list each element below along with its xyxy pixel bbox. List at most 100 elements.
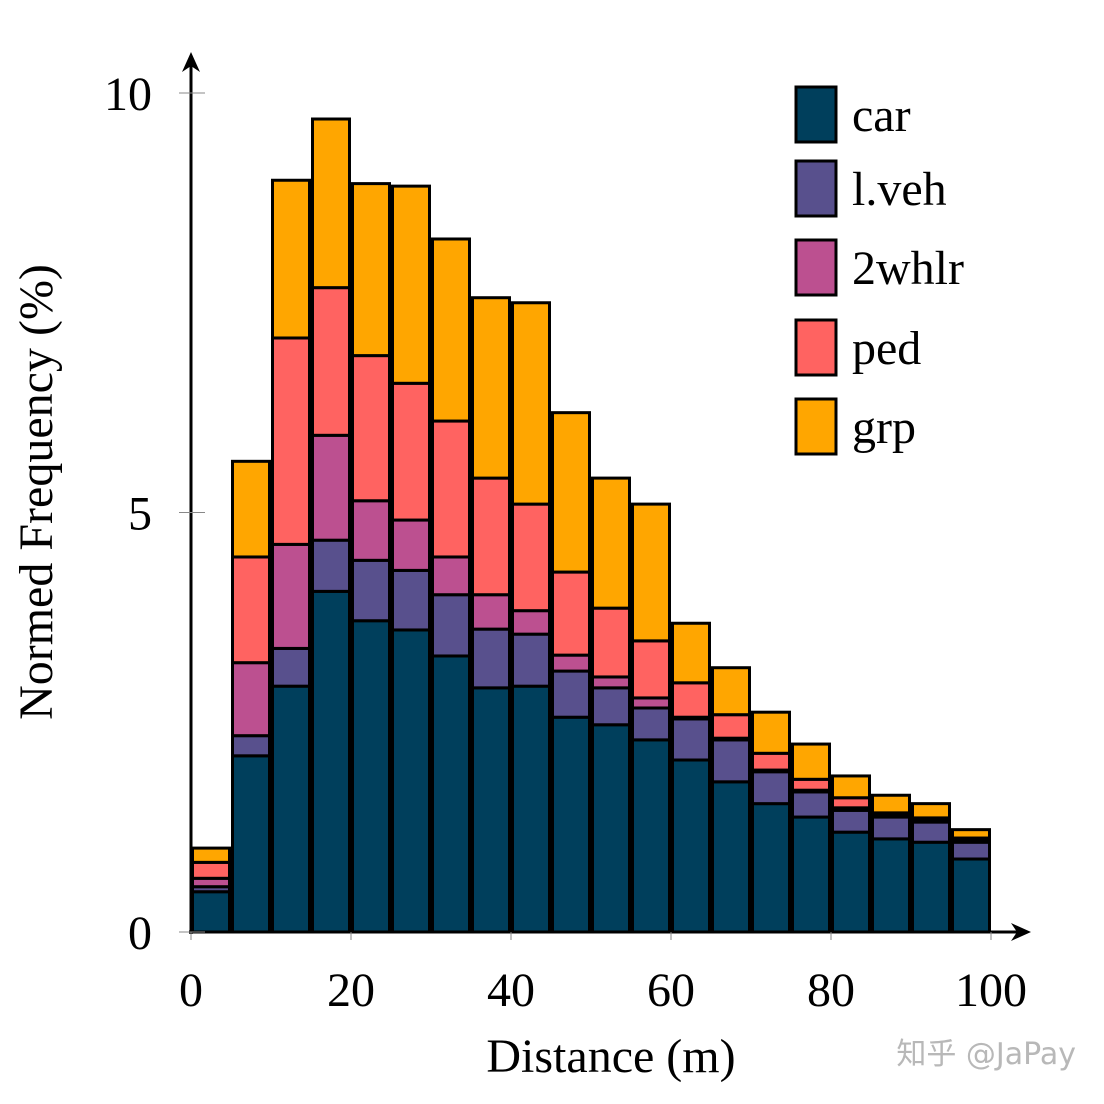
x-tick-label: 60 xyxy=(647,964,695,1017)
bar-lveh-bin-35 xyxy=(471,627,511,690)
bar-lveh-bin-40 xyxy=(511,632,551,688)
bar-2whlr-bin-45 xyxy=(551,653,591,673)
x-axis-title: Distance (m) xyxy=(486,1030,735,1083)
bar-lveh-bin-5 xyxy=(231,734,271,758)
bar-lveh-bin-15 xyxy=(311,538,351,593)
bar-lveh-bin-30 xyxy=(431,593,471,658)
bar-ped-bin-40 xyxy=(511,502,551,613)
legend-label: ped xyxy=(852,322,921,375)
bar-car-bin-90 xyxy=(911,840,951,934)
y-tick-label: 0 xyxy=(128,907,152,960)
legend-label: 2whlr xyxy=(852,242,964,295)
bar-grp-bin-95 xyxy=(951,828,991,840)
bar-ped-bin-0 xyxy=(191,860,231,880)
y-tick-label: 10 xyxy=(104,68,152,121)
legend-item-ped: ped xyxy=(794,318,921,377)
bar-grp-bin-30 xyxy=(431,237,471,423)
legend-item-grp: grp xyxy=(794,397,916,456)
bar-ped-bin-25 xyxy=(391,381,431,522)
bar-2whlr-bin-40 xyxy=(511,609,551,636)
bar-car-bin-20 xyxy=(351,619,391,934)
bar-grp-bin-20 xyxy=(351,182,391,358)
bar-grp-bin-5 xyxy=(231,459,271,559)
bar-ped-bin-75 xyxy=(791,777,831,792)
bar-lveh-bin-55 xyxy=(631,706,671,742)
legend-label: grp xyxy=(852,401,916,454)
bar-car-bin-65 xyxy=(711,780,751,934)
y-tick-label: 5 xyxy=(128,488,152,541)
bar-grp-bin-0 xyxy=(191,846,231,864)
legend-item-car: car xyxy=(794,85,911,144)
bars-group xyxy=(191,117,991,934)
axes-group xyxy=(182,52,1031,941)
bar-2whlr-bin-55 xyxy=(631,696,671,710)
bar-grp-bin-15 xyxy=(311,117,351,290)
bar-car-bin-70 xyxy=(751,802,791,934)
legend-item-lveh: l.veh xyxy=(794,159,947,218)
bar-lveh-bin-90 xyxy=(911,820,951,844)
bar-ped-bin-10 xyxy=(271,336,311,546)
watermark: 知乎 @JaPay xyxy=(896,1037,1076,1072)
bar-grp-bin-40 xyxy=(511,301,551,506)
x-tick-label: 80 xyxy=(807,964,855,1017)
legend-swatch xyxy=(794,85,838,144)
bar-car-bin-5 xyxy=(231,754,271,934)
bar-car-bin-30 xyxy=(431,654,471,934)
bar-car-bin-15 xyxy=(311,589,351,934)
bar-car-bin-80 xyxy=(831,830,871,934)
bar-grp-bin-35 xyxy=(471,296,511,480)
bar-ped-bin-65 xyxy=(711,713,751,740)
bar-ped-bin-5 xyxy=(231,555,271,665)
bar-grp-bin-85 xyxy=(871,793,911,815)
bar-grp-bin-55 xyxy=(631,502,671,643)
bar-2whlr-bin-35 xyxy=(471,593,511,631)
bar-car-bin-60 xyxy=(671,758,711,934)
bar-grp-bin-80 xyxy=(831,774,871,800)
y-axis-title: Normed Frequency (%) xyxy=(10,264,63,720)
legend: car l.veh 2whlr ped grp xyxy=(794,85,964,456)
bar-car-bin-35 xyxy=(471,686,511,934)
bar-ped-bin-55 xyxy=(631,639,671,700)
x-tick-label: 20 xyxy=(327,964,375,1017)
bar-ped-bin-20 xyxy=(351,354,391,503)
y-axis-arrow xyxy=(182,52,200,72)
bar-grp-bin-25 xyxy=(391,184,431,385)
bar-grp-bin-45 xyxy=(551,411,591,574)
bar-car-bin-10 xyxy=(271,684,311,934)
bar-car-bin-55 xyxy=(631,738,671,934)
legend-item-2whlr: 2whlr xyxy=(794,238,964,297)
bar-car-bin-40 xyxy=(511,684,551,934)
bar-ped-bin-35 xyxy=(471,476,511,597)
bar-2whlr-bin-25 xyxy=(391,518,431,572)
legend-swatch xyxy=(794,238,838,297)
bar-2whlr-bin-30 xyxy=(431,555,471,597)
bar-2whlr-bin-20 xyxy=(351,499,391,562)
bar-2whlr-bin-5 xyxy=(231,661,271,738)
bar-lveh-bin-10 xyxy=(271,646,311,688)
bar-grp-bin-60 xyxy=(671,621,711,685)
bar-lveh-bin-95 xyxy=(951,840,991,861)
bar-car-bin-25 xyxy=(391,628,431,934)
bar-lveh-bin-85 xyxy=(871,815,911,841)
bar-grp-bin-50 xyxy=(591,476,631,610)
bar-2whlr-bin-15 xyxy=(311,433,351,542)
bar-grp-bin-75 xyxy=(791,742,831,781)
bar-ped-bin-15 xyxy=(311,286,351,437)
ticks-group: 0 20 40 60 80 100 0 5 10 xyxy=(104,68,1027,1017)
bar-2whlr-bin-50 xyxy=(591,675,631,690)
legend-label: l.veh xyxy=(852,163,947,216)
x-tick-label: 0 xyxy=(179,964,203,1017)
bar-2whlr-bin-10 xyxy=(271,542,311,650)
bar-grp-bin-65 xyxy=(711,666,751,717)
bar-grp-bin-90 xyxy=(911,802,951,820)
bar-lveh-bin-65 xyxy=(711,738,751,784)
bar-lveh-bin-45 xyxy=(551,669,591,719)
bar-car-bin-95 xyxy=(951,857,991,934)
x-tick-label: 100 xyxy=(955,964,1027,1017)
bar-car-bin-45 xyxy=(551,715,591,934)
bar-grp-bin-70 xyxy=(751,710,791,755)
bar-ped-bin-70 xyxy=(751,751,791,772)
legend-swatch xyxy=(794,318,838,377)
bar-lveh-bin-50 xyxy=(591,686,631,727)
